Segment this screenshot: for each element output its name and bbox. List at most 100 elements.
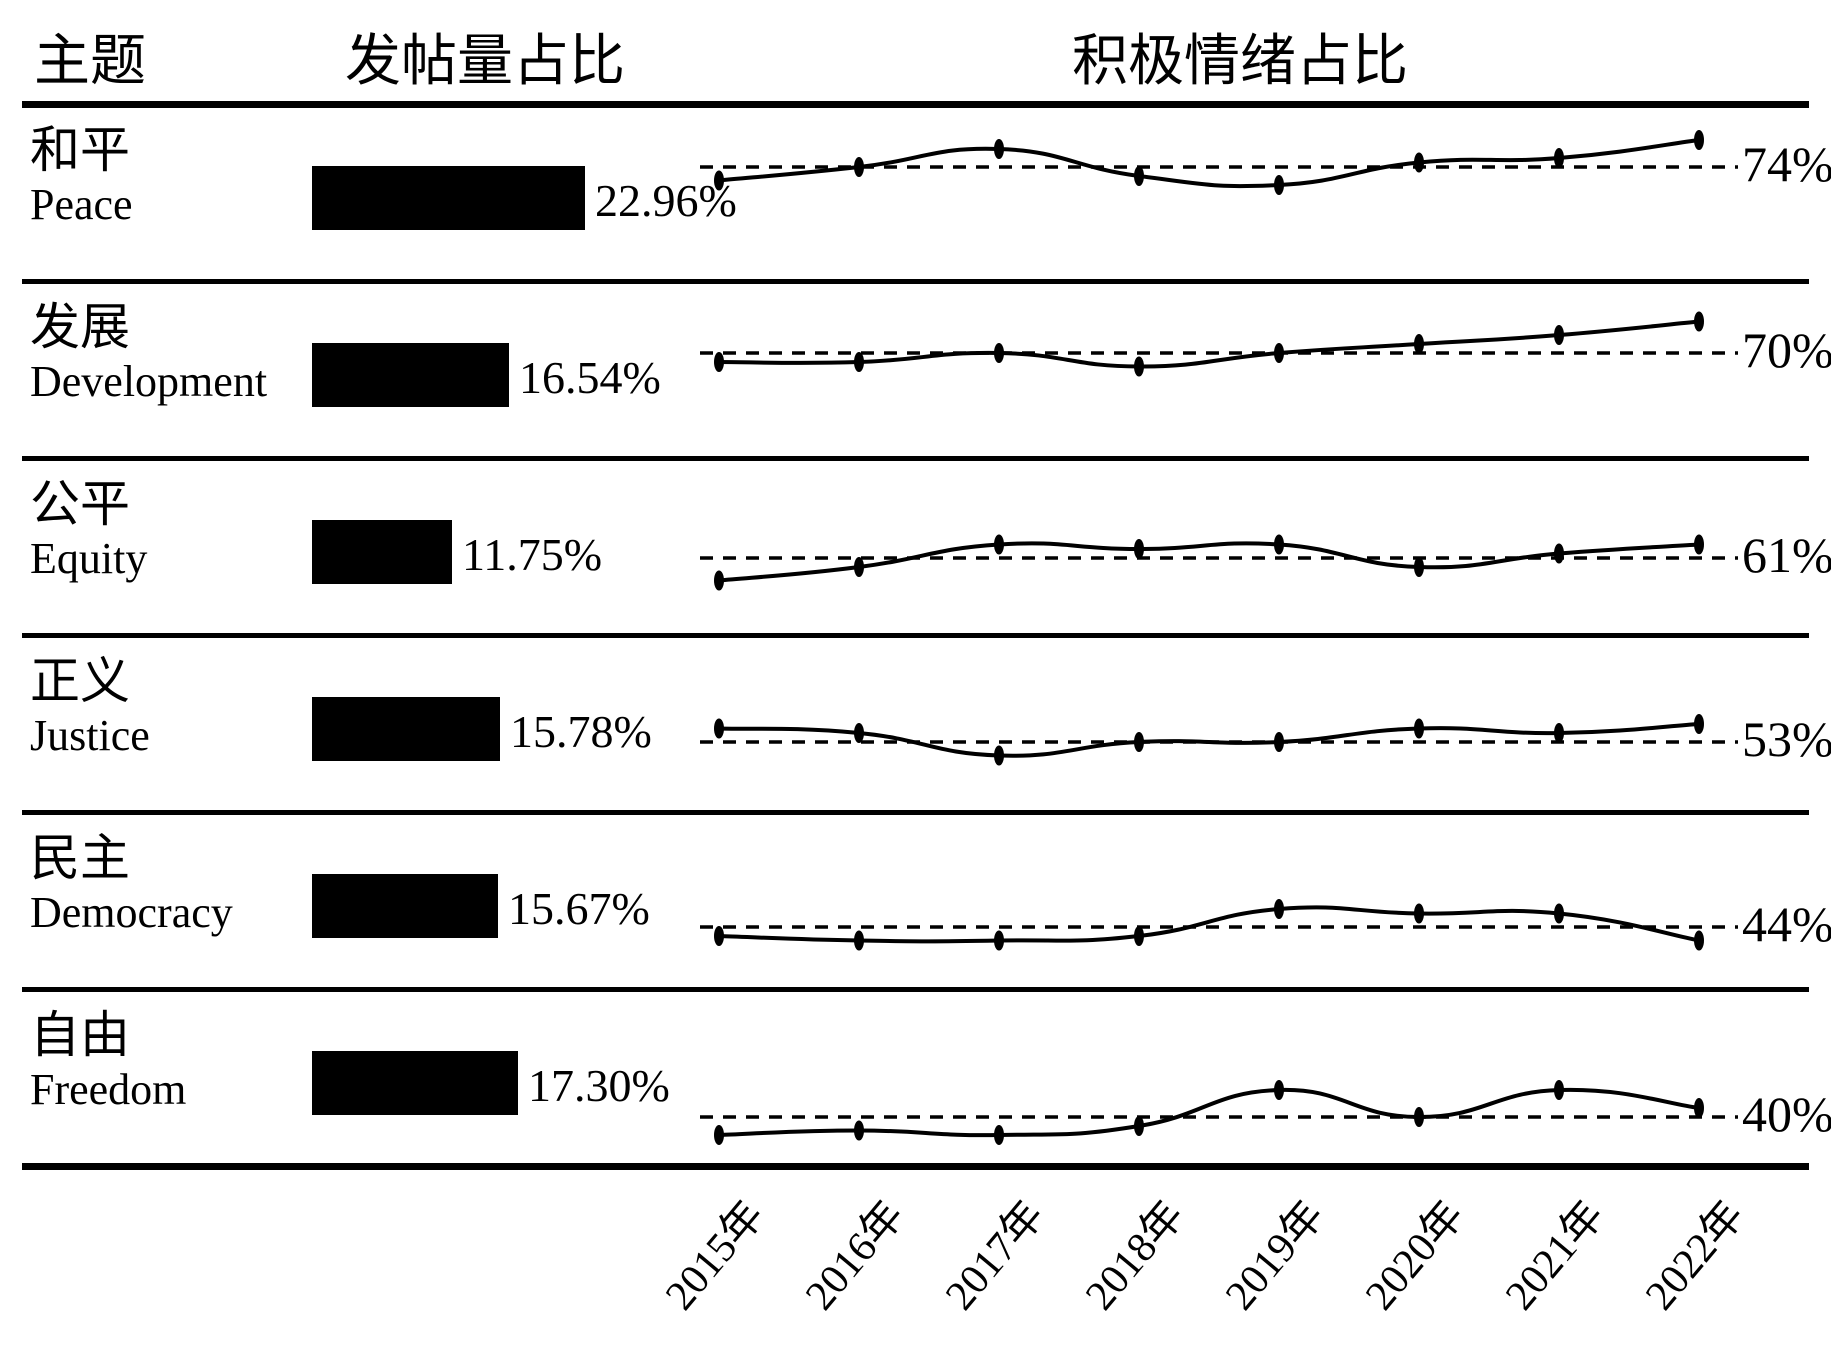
- data-point-marker: [994, 139, 1004, 159]
- post-share-value: 16.54%: [519, 352, 661, 403]
- year-tick-label: 2022年: [1637, 1192, 1754, 1319]
- theme-label-en: Justice: [30, 711, 150, 760]
- sentiment-trend-curve: [718, 319, 1700, 369]
- column-header-post-share: 发帖量占比: [345, 31, 625, 93]
- data-point-marker: [714, 170, 724, 191]
- column-header-theme: 主题: [34, 31, 146, 93]
- row-separator-line: [22, 633, 1809, 638]
- data-point-marker: [714, 926, 724, 946]
- data-point-marker: [1554, 325, 1564, 345]
- data-point-marker: [1134, 356, 1144, 377]
- sentiment-mean-value: 44%: [1742, 896, 1831, 952]
- data-point-marker: [1694, 311, 1704, 332]
- row-separator-line: [22, 1163, 1809, 1170]
- post-share-bar: [312, 343, 509, 407]
- data-point-marker: [714, 1125, 724, 1145]
- data-point-marker: [1554, 148, 1564, 168]
- row-separator-line: [22, 456, 1809, 461]
- sentiment-mean-value: 40%: [1742, 1086, 1831, 1142]
- data-point-marker: [994, 745, 1004, 766]
- data-point-marker: [994, 1125, 1004, 1145]
- row-separator-line: [22, 101, 1809, 108]
- sentiment-mean-value: 70%: [1742, 322, 1831, 378]
- row-separator-line: [22, 279, 1809, 284]
- year-tick-label: 2018年: [1077, 1192, 1194, 1319]
- data-point-marker: [1554, 903, 1564, 924]
- post-share-bar: [312, 874, 498, 938]
- sentiment-trend-curve: [718, 905, 1700, 944]
- sentiment-sparkline: [700, 1080, 1738, 1145]
- data-point-marker: [1274, 343, 1284, 363]
- year-tick-label: 2015年: [657, 1192, 774, 1319]
- theme-label-zh: 正义: [30, 653, 130, 709]
- table-row: 民主 Democracy 15.67% 44%: [0, 812, 1831, 989]
- post-share-value: 11.75%: [462, 529, 603, 580]
- post-share-bar: [312, 166, 585, 230]
- data-point-marker: [714, 718, 724, 739]
- data-point-marker: [854, 557, 864, 577]
- theme-label-en: Equity: [30, 534, 148, 583]
- data-point-marker: [1694, 1098, 1704, 1118]
- year-tick-label: 2016年: [797, 1192, 914, 1319]
- data-point-marker: [1414, 334, 1424, 354]
- sentiment-trend-curve: [718, 138, 1700, 189]
- data-point-marker: [1274, 534, 1284, 555]
- data-point-marker: [1414, 1107, 1424, 1127]
- sentiment-trend-curve: [718, 541, 1700, 583]
- data-point-marker: [854, 157, 864, 177]
- table-row: 自由 Freedom 17.30% 40%: [0, 989, 1831, 1166]
- data-point-marker: [1694, 130, 1704, 150]
- sentiment-trend-curve: [718, 1087, 1700, 1138]
- post-share-bar: [312, 1051, 518, 1115]
- sentiment-trend-curve: [718, 722, 1700, 758]
- data-point-marker: [1554, 543, 1564, 564]
- data-point-marker: [854, 352, 864, 372]
- row-separator-line: [22, 810, 1809, 815]
- sentiment-sparkline: [700, 714, 1738, 766]
- sentiment-mean-value: 74%: [1742, 136, 1831, 192]
- year-tick-label: 2019年: [1217, 1192, 1334, 1319]
- theme-label-zh: 和平: [30, 122, 130, 178]
- post-share-value: 22.96%: [595, 175, 737, 226]
- data-point-marker: [1414, 152, 1424, 173]
- data-point-marker: [714, 570, 724, 591]
- data-point-marker: [1274, 899, 1284, 919]
- data-point-marker: [1694, 930, 1704, 951]
- data-point-marker: [1554, 723, 1564, 743]
- theme-label-en: Democracy: [30, 888, 233, 937]
- sentiment-sparkline: [700, 311, 1738, 377]
- data-point-marker: [1694, 534, 1704, 555]
- sentiment-sparkline: [700, 130, 1738, 195]
- data-point-marker: [1274, 1080, 1284, 1100]
- year-tick-label: 2021年: [1497, 1192, 1614, 1319]
- theme-label-zh: 民主: [30, 830, 130, 886]
- theme-label-en: Peace: [30, 180, 133, 229]
- theme-label-zh: 发展: [30, 299, 130, 355]
- data-point-marker: [1414, 557, 1424, 577]
- data-point-marker: [1134, 732, 1144, 752]
- data-point-marker: [1134, 1116, 1144, 1136]
- data-point-marker: [1134, 166, 1144, 186]
- data-point-marker: [994, 930, 1004, 951]
- data-point-marker: [854, 1120, 864, 1141]
- data-point-marker: [1694, 714, 1704, 734]
- post-share-value: 17.30%: [528, 1060, 670, 1111]
- table-row: 公平 Equity 11.75% 61%: [0, 458, 1831, 635]
- table-row: 发展 Development 16.54% 70%: [0, 281, 1831, 458]
- data-point-marker: [854, 930, 864, 951]
- data-point-marker: [1134, 539, 1144, 559]
- data-point-marker: [1414, 903, 1424, 924]
- data-point-marker: [1134, 926, 1144, 946]
- sentiment-mean-value: 53%: [1742, 711, 1831, 767]
- data-point-marker: [1274, 175, 1284, 195]
- post-share-bar: [312, 697, 500, 761]
- theme-label-zh: 公平: [30, 476, 130, 532]
- data-point-marker: [1414, 718, 1424, 739]
- post-share-value: 15.67%: [508, 883, 650, 934]
- data-point-marker: [714, 352, 724, 372]
- data-point-marker: [994, 343, 1004, 363]
- data-point-marker: [854, 723, 864, 743]
- sentiment-sparkline: [700, 899, 1738, 951]
- data-point-marker: [1554, 1080, 1564, 1100]
